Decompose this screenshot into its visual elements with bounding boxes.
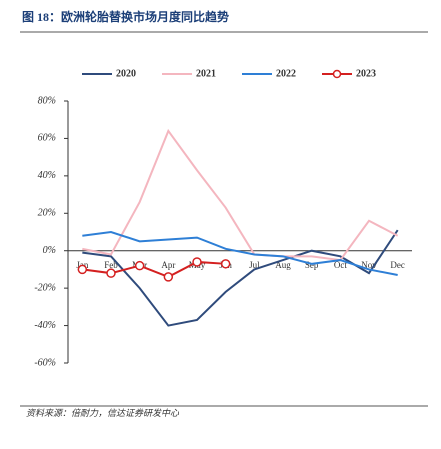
legend-label: 2022 — [276, 68, 296, 79]
series-line — [82, 128, 399, 262]
y-tick-label: -60% — [34, 357, 56, 368]
x-tick-label: Feb — [104, 260, 118, 270]
series-marker — [134, 260, 145, 271]
legend-label: 2023 — [356, 68, 376, 79]
series-marker — [220, 259, 231, 269]
y-tick-label: 0% — [43, 245, 56, 256]
legend-label: 2020 — [116, 68, 136, 79]
x-tick-label: Dec — [390, 260, 405, 270]
y-tick-label: -40% — [34, 320, 56, 331]
legend-marker — [332, 69, 342, 79]
y-tick-label: 60% — [38, 133, 56, 144]
series-line — [82, 230, 398, 277]
y-tick-label: -20% — [34, 282, 56, 293]
y-tick-label: 20% — [38, 208, 56, 219]
x-tick-label: Nov — [361, 260, 377, 270]
legend-label: 2021 — [196, 68, 216, 79]
series-marker — [192, 257, 202, 267]
x-tick-label: Aug — [275, 260, 291, 270]
series-line — [82, 260, 226, 279]
y-tick-label: 40% — [38, 170, 56, 181]
series-line — [82, 229, 399, 327]
series-marker — [106, 268, 116, 278]
x-tick-label: Apr — [161, 260, 175, 270]
chart-title: 图 18：欧洲轮胎替换市场月度同比趋势 — [22, 9, 229, 24]
x-tick-label: Jul — [249, 260, 260, 270]
series-marker — [163, 272, 174, 282]
y-tick-label: 80% — [38, 95, 56, 106]
series-marker — [77, 264, 88, 275]
x-tick-label: Oct — [334, 260, 347, 270]
source: 资料来源：倍耐力，信达证券研发中心 — [26, 408, 180, 418]
